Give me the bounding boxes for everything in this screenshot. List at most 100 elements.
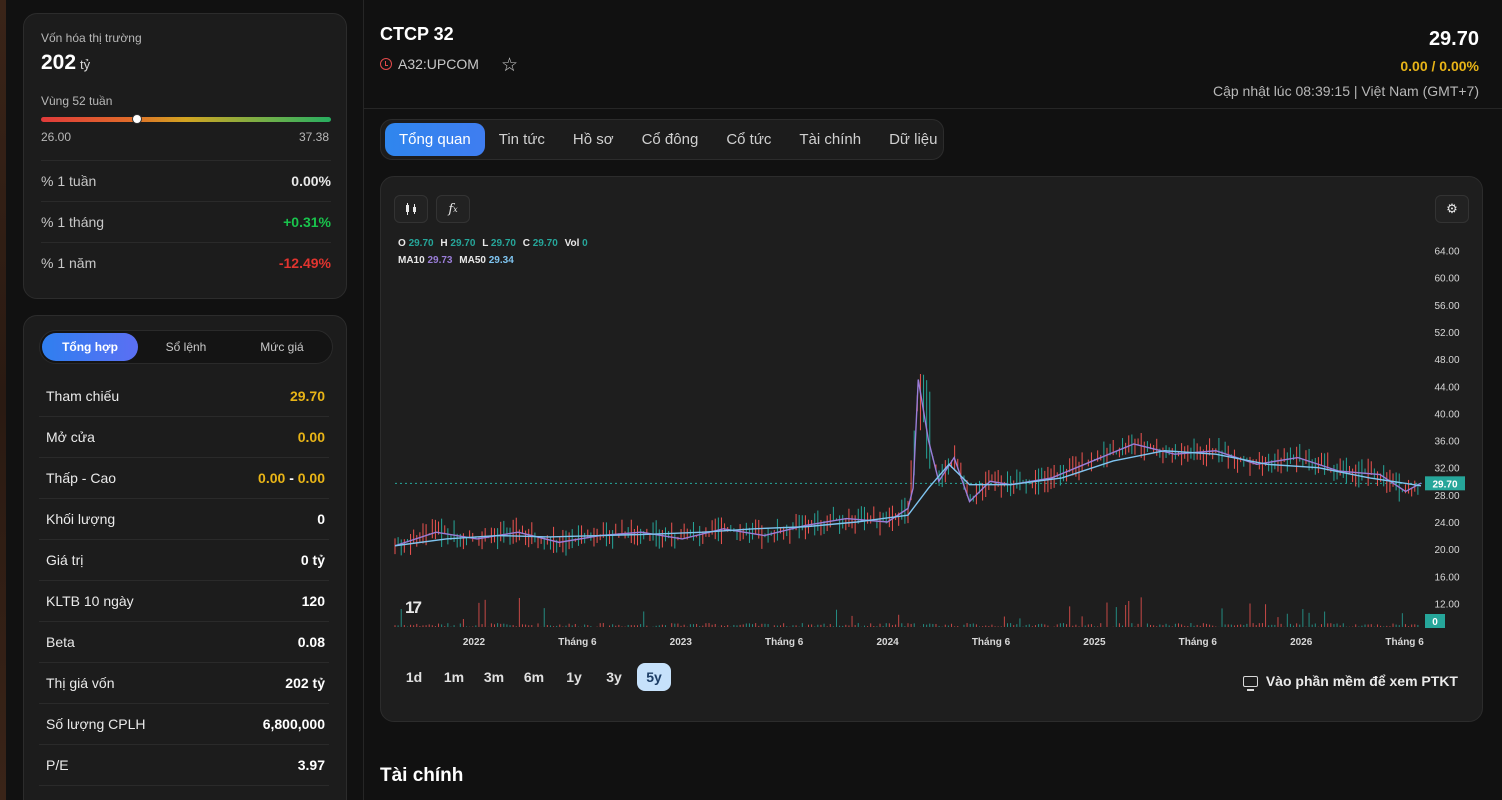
range-button-5y[interactable]: 5y (637, 663, 671, 691)
market-cap-label: Vốn hóa thị trường (41, 31, 142, 45)
week52-marker (131, 114, 142, 124)
row-value: 29.70 (289, 388, 325, 404)
range-selector: 1d 1m 3m 6m 1y 3y 5y (397, 663, 671, 691)
range-button-1d[interactable]: 1d (405, 669, 423, 685)
tab-ho-so[interactable]: Hồ sơ (572, 131, 614, 148)
row-value: 0 (317, 511, 325, 527)
header-divider (364, 108, 1502, 109)
y-tick-label: 24.00 (1434, 518, 1459, 529)
range-button-1y[interactable]: 1y (566, 669, 582, 685)
perf-row-1m: % 1 tháng +0.31% (41, 201, 331, 241)
seg-muc-gia[interactable]: Mức giá (260, 340, 304, 354)
row-value: 0.00 (297, 429, 325, 445)
x-tick-label: Tháng 6 (765, 637, 804, 647)
last-volume-tag (1425, 614, 1445, 628)
summary-card: Tổng hợp Sổ lệnh Mức giá Tham chiếu 29.7… (23, 315, 347, 800)
row-label: Tham chiếu (46, 388, 120, 404)
row-label: Thấp - Cao (46, 470, 117, 486)
summary-segmented-control: Tổng hợp Sổ lệnh Mức giá (39, 330, 333, 364)
settings-gear-icon[interactable]: ⚙ (1435, 195, 1469, 223)
perf-value: -12.49% (278, 254, 331, 271)
row-label: KLTB 10 ngày (46, 593, 134, 609)
ma50-value: 29.34 (488, 255, 514, 266)
vol-value: 0 (582, 238, 588, 249)
high-value: 0.00 (297, 470, 325, 486)
row-thi-gia-von: Thị giá vốn 202 tỷ (39, 663, 329, 704)
seg-tong-hop[interactable]: Tổng hợp (42, 333, 138, 361)
row-label: Giá trị (46, 552, 84, 568)
y-tick-label: 56.00 (1434, 301, 1459, 312)
x-tick-label: 2026 (1290, 637, 1313, 647)
h-value: 29.70 (450, 238, 476, 249)
star-icon[interactable]: ☆ (501, 55, 519, 76)
x-tick-label: Tháng 6 (1385, 637, 1424, 647)
update-time: Cập nhật lúc 08:39:15 | Việt Nam (GMT+7) (1212, 83, 1479, 99)
range-button-6m[interactable]: 6m (523, 669, 545, 685)
monitor-icon (1242, 675, 1258, 691)
last-volume-tag-label: 0 (1432, 617, 1438, 628)
y-tick-label: 32.00 (1434, 464, 1459, 475)
market-cap-card: Vốn hóa thị trường 202 tỷ Vùng 52 tuần 26… (23, 13, 347, 299)
row-label: Khối lượng (46, 511, 116, 527)
last-price-tag (1425, 476, 1465, 491)
tab-tong-quan[interactable]: Tổng quan (385, 123, 485, 156)
range-button-1m[interactable]: 1m (443, 669, 465, 685)
perf-row-1w: % 1 tuần 0.00% (41, 160, 331, 200)
clock-icon (380, 58, 392, 70)
perf-label: % 1 tuần (41, 172, 97, 189)
stock-name: CTCP 32 (380, 24, 454, 44)
x-tick-label: 2023 (670, 637, 693, 647)
row-label: Thị giá vốn (46, 675, 115, 691)
row-tham-chieu: Tham chiếu 29.70 (39, 376, 329, 417)
row-thap-cao: Thấp - Cao 0.00 - 0.00 (39, 458, 329, 499)
vol-label: Vol (564, 238, 580, 249)
ohlc-legend: O 29.70 H 29.70 L 29.70 C 29.70 Vol 0 MA… (398, 235, 592, 269)
tab-tai-chinh[interactable]: Tài chính (799, 131, 862, 148)
ma50-label: MA50 (459, 255, 486, 266)
market-cap-unit: tỷ (80, 57, 91, 72)
ma10-label: MA10 (398, 255, 425, 266)
perf-value: 0.00% (291, 172, 331, 189)
tab-du-lieu[interactable]: Dữ liệu (889, 131, 938, 148)
y-tick-label: 40.00 (1434, 409, 1459, 420)
open-ptkt-label: Vào phần mềm để xem PTKT (1265, 673, 1458, 689)
tab-co-dong[interactable]: Cổ đông (641, 131, 699, 148)
open-ptkt-link[interactable]: Vào phần mềm để xem PTKT (1242, 673, 1458, 691)
ohlc-line: O 29.70 H 29.70 L 29.70 C 29.70 Vol 0 (398, 235, 592, 252)
row-label: Mở cửa (46, 429, 95, 445)
perf-label: % 1 năm (41, 254, 97, 271)
l-value: 29.70 (490, 238, 516, 249)
row-value: 0.00 - 0.00 (258, 470, 325, 486)
y-tick-label: 12.00 (1434, 599, 1459, 610)
row-value: 6,800,000 (262, 716, 325, 732)
row-label: P/E (46, 757, 69, 773)
l-label: L (482, 238, 489, 249)
range-button-3m[interactable]: 3m (483, 669, 505, 685)
seg-so-lenh[interactable]: Sổ lệnh (165, 340, 207, 354)
row-label: Beta (46, 634, 75, 650)
x-tick-label: 2024 (876, 637, 899, 647)
tab-co-tuc[interactable]: Cổ tức (726, 131, 772, 148)
tab-tin-tuc[interactable]: Tin tức (498, 131, 545, 148)
x-tick-label: Tháng 6 (972, 637, 1011, 647)
c-value: 29.70 (532, 238, 558, 249)
o-label: O (398, 238, 406, 249)
ma10-value: 29.73 (427, 255, 453, 266)
price-chart[interactable]: 64.00 60.00 56.00 52.00 48.00 44.00 40.00 36.00… (381, 177, 1484, 647)
price-change: 0.00 / 0.00% (1400, 58, 1479, 74)
ma-line: MA10 29.73 MA50 29.34 (398, 252, 592, 269)
y-tick-label: 60.00 (1434, 274, 1459, 285)
row-khoi-luong: Khối lượng 0 (39, 499, 329, 540)
ticker-symbol: A32:UPCOM (398, 56, 479, 72)
chart-card: 64.00 60.00 56.00 52.00 48.00 44.00 40.00 36.00… (380, 176, 1483, 722)
current-price: 29.70 (1428, 28, 1479, 50)
week52-max: 37.38 (298, 130, 329, 144)
ticker-line: A32:UPCOM (380, 56, 479, 72)
candlestick-icon[interactable] (394, 195, 428, 223)
week52-range-bar (41, 114, 331, 124)
row-beta: Beta 0.08 (39, 622, 329, 663)
range-button-3y[interactable]: 3y (606, 669, 622, 685)
y-tick-label: 28.00 (1434, 491, 1459, 502)
y-tick-label: 64.00 (1434, 247, 1459, 258)
